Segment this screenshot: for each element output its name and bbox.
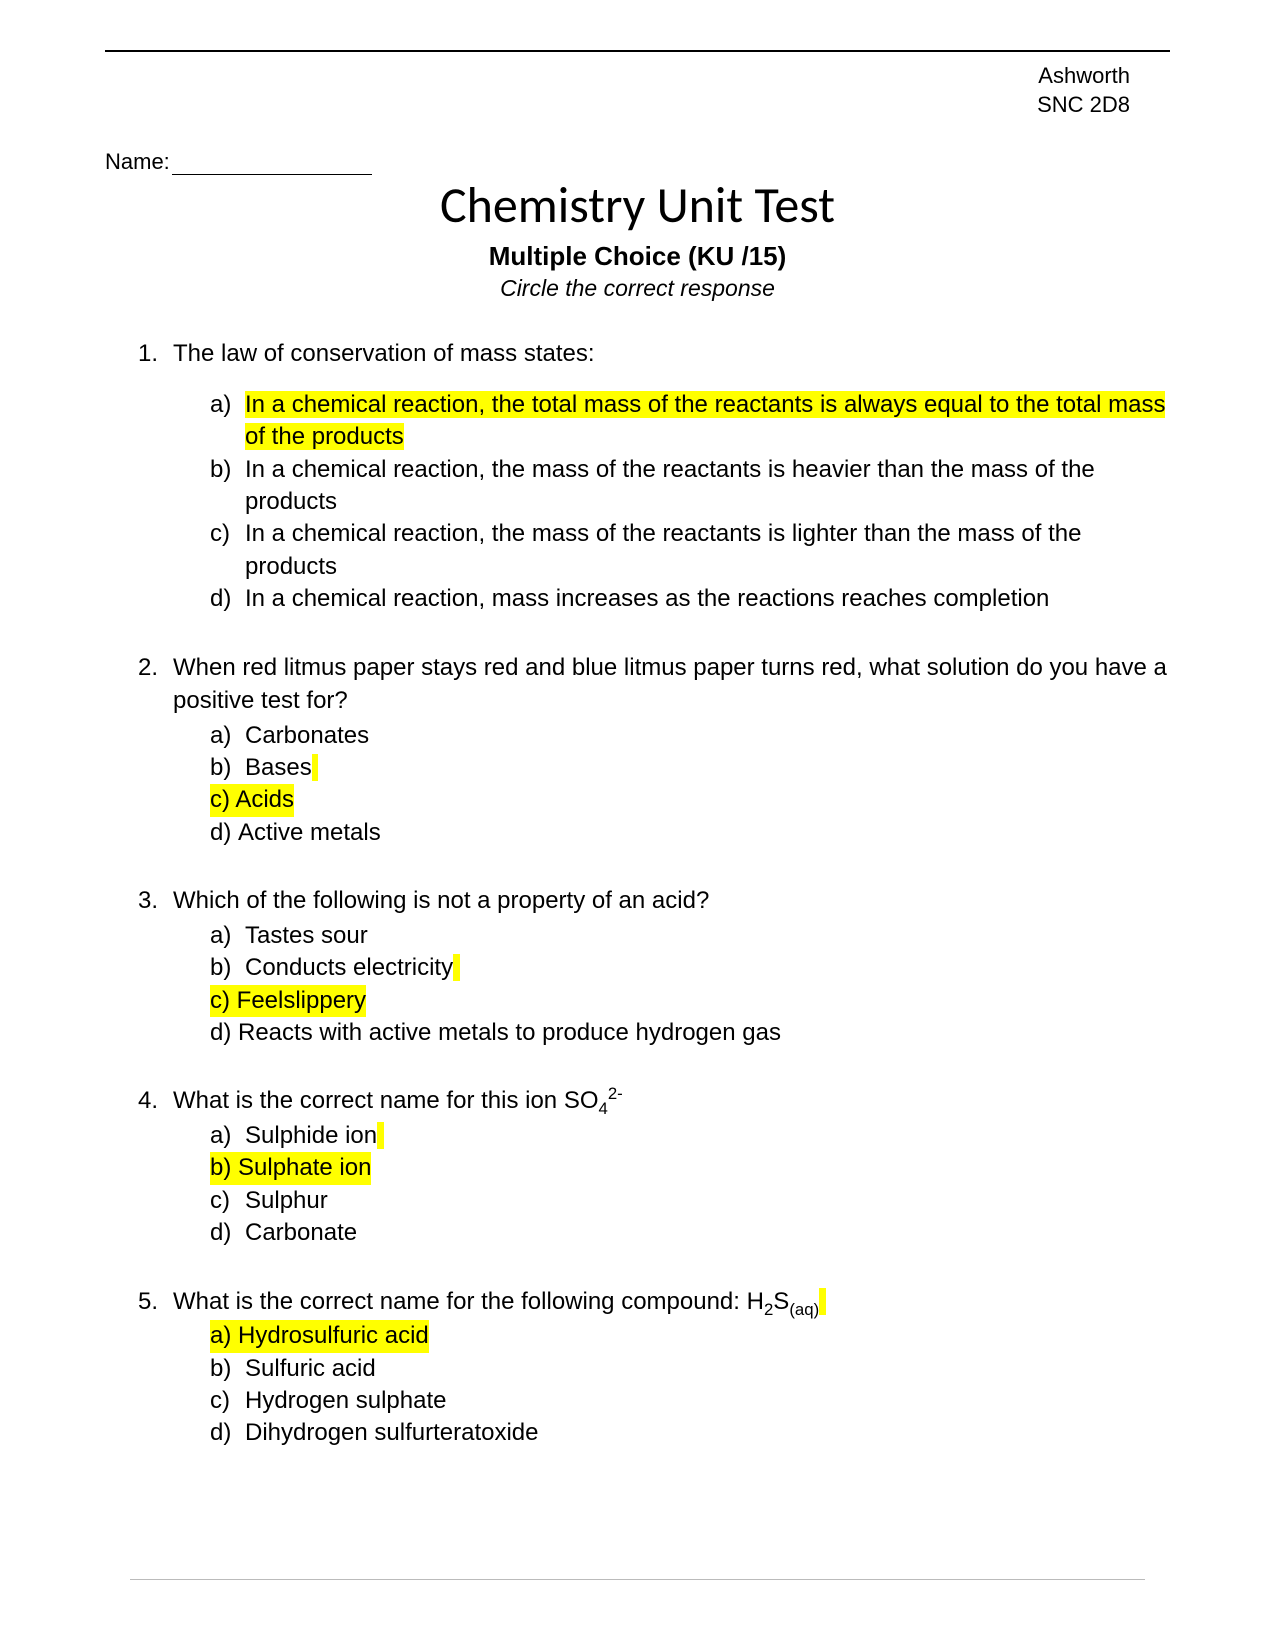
option-letter: b) [210, 1353, 245, 1385]
option-row: b)Bases [210, 752, 1170, 784]
option-row: d)In a chemical reaction, mass increases… [210, 583, 1170, 615]
option-row: c) Acids [210, 784, 1170, 816]
highlighted-option: c) Acids [210, 784, 294, 816]
highlighted-option: b) Sulphate ion [210, 1152, 371, 1184]
option-letter: d) [210, 1417, 245, 1449]
question-text: The law of conservation of mass states: [173, 337, 1170, 371]
option-text: Dihydrogen sulfurteratoxide [245, 1417, 1170, 1449]
question-stem: 5.What is the correct name for the follo… [138, 1285, 1170, 1319]
option-text: In a chemical reaction, mass increases a… [245, 583, 1170, 615]
options-list: a) Hydrosulfuric acidb)Sulfuric acidc)Hy… [210, 1320, 1170, 1450]
question-block: 3.Which of the following is not a proper… [105, 884, 1170, 1049]
options-list: a)In a chemical reaction, the total mass… [210, 389, 1170, 616]
question-block: 2.When red litmus paper stays red and bl… [105, 651, 1170, 850]
option-letter: b) [210, 752, 245, 784]
options-list: a)Carbonatesb)Bases c) Acidsd)Active met… [210, 720, 1170, 850]
option-row: b) Sulphate ion [210, 1152, 1170, 1184]
options-list: a)Sulphide ion b) Sulphate ionc)Sulphurd… [210, 1120, 1170, 1250]
option-text: Reacts with active metals to produce hyd… [238, 1017, 1170, 1049]
option-letter: d) [210, 1017, 238, 1049]
question-stem: 4.What is the correct name for this ion … [138, 1084, 1170, 1118]
question-block: 1.The law of conservation of mass states… [105, 337, 1170, 615]
option-row: a)Sulphide ion [210, 1120, 1170, 1152]
option-row: c)Hydrogen sulphate [210, 1385, 1170, 1417]
option-text: Bases [245, 752, 1170, 784]
teacher-name: Ashworth [105, 62, 1130, 91]
question-number: 1. [138, 337, 173, 371]
header-right: Ashworth SNC 2D8 [105, 62, 1170, 119]
question-block: 5.What is the correct name for the follo… [105, 1285, 1170, 1450]
option-row: c) Feelslippery [210, 985, 1170, 1017]
question-number: 4. [138, 1084, 173, 1118]
option-letter: a) [210, 389, 245, 421]
course-code: SNC 2D8 [105, 91, 1130, 120]
highlighted-option: a) Hydrosulfuric acid [210, 1320, 429, 1352]
option-row: b)In a chemical reaction, the mass of th… [210, 454, 1170, 519]
option-row: a)Carbonates [210, 720, 1170, 752]
option-letter: c) [210, 1385, 245, 1417]
name-field-row: Name: [105, 149, 1170, 175]
question-text: What is the correct name for the followi… [173, 1285, 1170, 1319]
question-number: 2. [138, 651, 173, 718]
name-blank-line [172, 174, 372, 175]
questions-container: 1.The law of conservation of mass states… [105, 337, 1170, 1450]
option-letter: b) [210, 454, 245, 486]
question-block: 4.What is the correct name for this ion … [105, 1084, 1170, 1249]
document-subtitle: Multiple Choice (KU /15) [105, 241, 1170, 272]
option-letter: d) [210, 1217, 245, 1249]
option-row: a)Tastes sour [210, 920, 1170, 952]
option-letter: d) [210, 583, 245, 615]
option-row: d)Active metals [210, 817, 1170, 849]
option-row: a)In a chemical reaction, the total mass… [210, 389, 1170, 454]
option-text: Active metals [238, 817, 1170, 849]
option-letter: a) [210, 920, 245, 952]
question-stem: 2.When red litmus paper stays red and bl… [138, 651, 1170, 718]
option-text: Sulphide ion [245, 1120, 1170, 1152]
question-text: When red litmus paper stays red and blue… [173, 651, 1170, 718]
option-letter: c) [210, 1185, 245, 1217]
option-text: In a chemical reaction, the mass of the … [245, 454, 1170, 519]
option-letter: c) [210, 518, 245, 550]
option-letter: d) [210, 817, 238, 849]
page-container: Ashworth SNC 2D8 Name: Chemistry Unit Te… [0, 0, 1275, 1545]
option-letter: a) [210, 720, 245, 752]
option-row: a) Hydrosulfuric acid [210, 1320, 1170, 1352]
option-row: d)Dihydrogen sulfurteratoxide [210, 1417, 1170, 1449]
options-list: a)Tastes sourb)Conducts electricity c) F… [210, 920, 1170, 1050]
top-rule [105, 50, 1170, 52]
option-text: Tastes sour [245, 920, 1170, 952]
option-row: c)In a chemical reaction, the mass of th… [210, 518, 1170, 583]
option-row: b)Sulfuric acid [210, 1353, 1170, 1385]
option-row: d)Carbonate [210, 1217, 1170, 1249]
instruction-text: Circle the correct response [105, 275, 1170, 302]
option-text: Carbonates [245, 720, 1170, 752]
question-text: Which of the following is not a property… [173, 884, 1170, 918]
option-row: b)Conducts electricity [210, 952, 1170, 984]
bottom-rule [130, 1579, 1145, 1580]
question-number: 3. [138, 884, 173, 918]
option-letter: a) [210, 1120, 245, 1152]
option-text: Conducts electricity [245, 952, 1170, 984]
question-stem: 1.The law of conservation of mass states… [138, 337, 1170, 371]
option-row: d)Reacts with active metals to produce h… [210, 1017, 1170, 1049]
option-letter: b) [210, 952, 245, 984]
highlighted-option: c) Feelslippery [210, 985, 366, 1017]
option-text: Hydrogen sulphate [245, 1385, 1170, 1417]
name-label: Name: [105, 149, 170, 174]
document-title: Chemistry Unit Test [105, 175, 1170, 236]
option-text: Sulfuric acid [245, 1353, 1170, 1385]
option-text: Sulphur [245, 1185, 1170, 1217]
option-text: In a chemical reaction, the mass of the … [245, 518, 1170, 583]
question-text: What is the correct name for this ion SO… [173, 1084, 1170, 1118]
question-stem: 3.Which of the following is not a proper… [138, 884, 1170, 918]
option-text: In a chemical reaction, the total mass o… [245, 389, 1170, 454]
option-row: c)Sulphur [210, 1185, 1170, 1217]
question-number: 5. [138, 1285, 173, 1319]
option-text: Carbonate [245, 1217, 1170, 1249]
